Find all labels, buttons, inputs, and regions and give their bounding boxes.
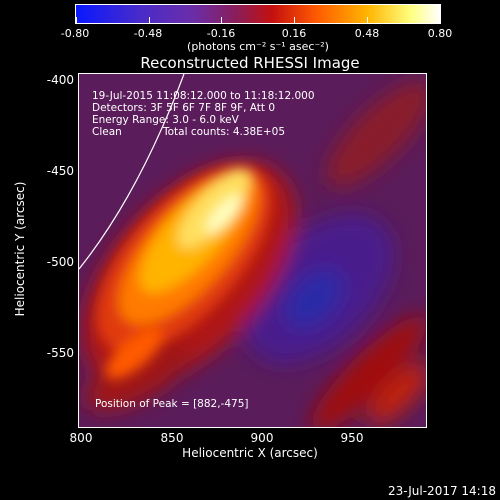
annotation-time-range: 19-Jul-2015 11:08:12.000 to 11:18:12.000 xyxy=(92,90,315,102)
colorbar-tick xyxy=(367,17,368,23)
timestamp: 23-Jul-2017 14:18 xyxy=(387,484,496,498)
image-title: Reconstructed RHESSI Image xyxy=(140,54,360,72)
annotation-detectors: Detectors: 3F 5F 6F 7F 8F 9F, Att 0 xyxy=(92,102,276,114)
colorbar-units: (photons cm⁻² s⁻¹ asec⁻²) xyxy=(187,40,329,53)
y-tick-label: -400 xyxy=(46,73,74,87)
x-tick-label: 850 xyxy=(160,431,184,445)
x-axis-label: Heliocentric X (arcsec) xyxy=(182,446,318,460)
colorbar-label: 0.16 xyxy=(281,27,307,40)
y-tick-label: -500 xyxy=(46,255,74,269)
colorbar-label: 0.48 xyxy=(354,27,380,40)
x-tick-label: 900 xyxy=(250,431,274,445)
colorbar-tick xyxy=(294,17,295,23)
rhessi-image-plot: 19-Jul-2015 11:08:12.000 to 11:18:12.000… xyxy=(78,73,427,428)
colorbar-tick xyxy=(76,17,77,23)
colorbar-label: -0.16 xyxy=(206,27,236,40)
y-tick-label: -450 xyxy=(46,164,74,178)
colorbar-tick xyxy=(221,17,222,23)
colorbar-label: -0.48 xyxy=(133,27,163,40)
x-tick-label: 950 xyxy=(340,431,364,445)
annotation-peak: Position of Peak = [882,-475] xyxy=(95,398,249,410)
colorbar xyxy=(75,4,441,24)
rhessi-image-map xyxy=(79,74,426,427)
annotation-energy: Energy Range: 3.0 - 6.0 keV xyxy=(92,114,239,126)
colorbar-label: 0.80 xyxy=(427,27,453,40)
y-tick-label: -550 xyxy=(46,346,74,360)
x-tick-label: 800 xyxy=(69,431,93,445)
colorbar-tick xyxy=(149,17,150,23)
y-axis-label: Heliocentric Y (arcsec) xyxy=(13,181,27,317)
annotation-counts: Total counts: 4.38E+05 xyxy=(163,126,286,138)
colorbar-label: -0.80 xyxy=(60,27,90,40)
annotation-method: Clean xyxy=(92,126,122,138)
